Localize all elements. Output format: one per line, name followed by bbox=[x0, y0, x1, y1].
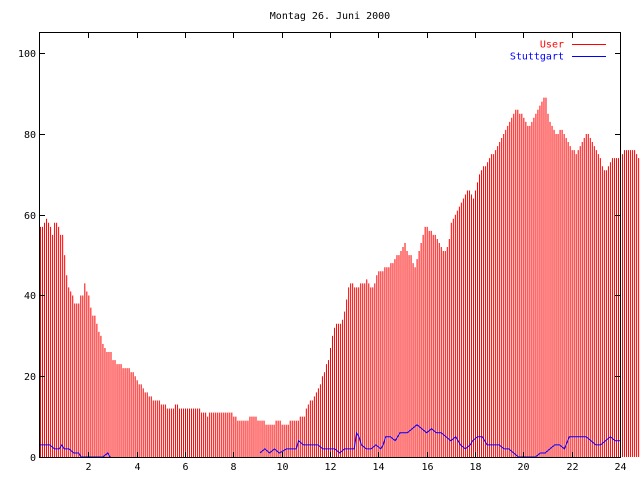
y-tick-label: 40 bbox=[24, 291, 36, 302]
x-tick-label: 12 bbox=[324, 462, 336, 473]
x-tick-label: 24 bbox=[614, 462, 626, 473]
legend-label: User bbox=[540, 40, 564, 51]
x-tick-label: 18 bbox=[469, 462, 481, 473]
x-tick-label: 6 bbox=[182, 462, 188, 473]
x-tick-label: 2 bbox=[85, 462, 91, 473]
y-tick-label: 60 bbox=[24, 211, 36, 222]
stuttgart-line bbox=[259, 424, 620, 458]
user-bars bbox=[40, 97, 640, 457]
y-tick-label: 80 bbox=[24, 130, 36, 141]
x-tick-label: 16 bbox=[421, 462, 433, 473]
y-tick-label: 20 bbox=[24, 372, 36, 383]
legend-label: Stuttgart bbox=[510, 52, 564, 63]
x-tick-label: 8 bbox=[230, 462, 236, 473]
x-tick-label: 10 bbox=[276, 462, 288, 473]
plot-frame bbox=[39, 32, 621, 458]
x-tick-label: 4 bbox=[134, 462, 140, 473]
chart-title: Montag 26. Juni 2000 bbox=[270, 11, 390, 22]
x-tick-label: 22 bbox=[566, 462, 578, 473]
y-tick-label: 0 bbox=[30, 453, 36, 464]
x-tick-label: 14 bbox=[372, 462, 384, 473]
x-tick-label: 20 bbox=[517, 462, 529, 473]
y-tick-label: 100 bbox=[18, 49, 36, 60]
